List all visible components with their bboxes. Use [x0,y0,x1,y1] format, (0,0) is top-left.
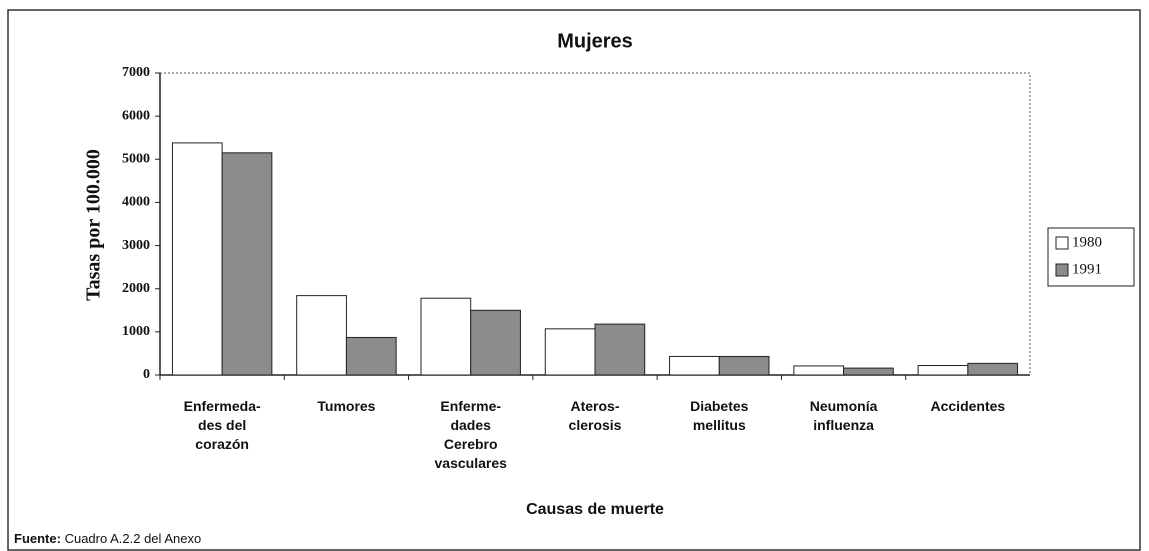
x-tick-label-line: influenza [813,417,874,433]
x-axis-title: Causas de muerte [526,501,664,518]
bar [669,355,720,376]
bar [594,323,646,376]
y-tick-label: 5000 [122,152,150,167]
y-tick-label: 7000 [122,65,150,80]
bar [221,152,273,376]
bar [171,142,223,376]
x-tick-label-line: mellitus [693,417,746,433]
bar [917,365,969,376]
y-tick-label: 0 [143,367,150,382]
x-tick-label-line: Enferme- [440,398,501,414]
x-tick-label-line: Diabetes [690,398,749,414]
x-tick-label-line: vasculares [435,455,508,471]
x-tick-label: Ateros-clerosis [569,398,622,433]
bar [470,309,521,376]
x-tick-label-line: clerosis [569,417,622,433]
x-tick-label: Neumonía influenza [810,398,878,433]
y-tick-label: 4000 [122,195,150,210]
x-tick-label-line: Tumores [317,398,375,414]
x-tick-label: Accidentes [931,398,1006,414]
y-axis-title: Tasas por 100.000 [83,149,105,301]
y-tick-label: 1000 [122,324,150,339]
x-tick-label-line: Neumonía [810,398,878,414]
bar [843,367,894,376]
legend-swatch [1055,236,1069,250]
bar [345,336,397,376]
bar [718,355,770,376]
source: Fuente: Cuadro A.2.2 del Anexo [14,531,201,546]
x-tick-label-line: dades [450,417,491,433]
bar [420,297,472,376]
chart-title: Mujeres [557,30,633,52]
y-tick-label: 6000 [122,108,150,123]
x-tick-label-line: Cerebro [444,436,498,452]
x-tick-label-line: Accidentes [931,398,1006,414]
bar [544,328,596,376]
x-tick-label-line: Ateros- [570,398,619,414]
bar [296,295,347,376]
y-tick-label: 2000 [122,281,150,296]
x-tick-label-line: des del [198,417,246,433]
source-text: Cuadro A.2.2 del Anexo [65,531,202,546]
bar [793,365,845,376]
x-tick-label: Tumores [317,398,375,414]
x-tick-label: Enferme-dades Cerebro vasculares [435,398,508,471]
legend-swatch [1055,263,1069,277]
x-tick-label-line: Enfermeda- [184,398,261,414]
y-tick-label: 3000 [122,238,150,253]
x-tick-label: Enfermeda-des del corazón [184,398,261,452]
legend-label: 1991 [1072,261,1102,277]
legend-label: 1980 [1072,234,1102,250]
source-label: Fuente: [14,531,61,546]
x-tick-label: Diabetes mellitus [690,398,749,433]
bar [967,362,1019,376]
x-tick-label-line: corazón [195,436,249,452]
